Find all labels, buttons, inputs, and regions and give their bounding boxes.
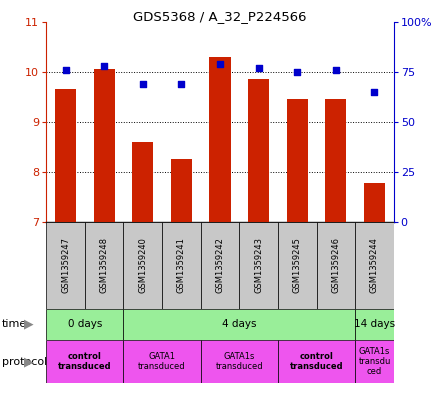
Text: control
transduced: control transduced (58, 352, 112, 371)
Text: 14 days: 14 days (354, 319, 395, 329)
Point (371, 88, 378, 95)
Bar (46, 309, 124, 340)
Bar (124, 222, 162, 309)
Bar (364, 184, 385, 222)
Bar (355, 340, 394, 383)
Bar (248, 79, 269, 222)
Text: GSM1359245: GSM1359245 (293, 237, 302, 293)
Bar (201, 222, 239, 309)
Bar (286, 99, 308, 222)
Text: control
transduced: control transduced (290, 352, 343, 371)
Bar (85, 222, 124, 309)
Text: time: time (2, 319, 27, 329)
Text: GATA1
transduced: GATA1 transduced (138, 352, 186, 371)
Text: GSM1359240: GSM1359240 (138, 237, 147, 293)
Bar (278, 340, 355, 383)
Bar (171, 160, 192, 222)
Bar (209, 57, 231, 222)
Text: GSM1359243: GSM1359243 (254, 237, 263, 293)
Text: GSM1359247: GSM1359247 (61, 237, 70, 293)
Text: ▶: ▶ (24, 355, 33, 368)
Text: 0 days: 0 days (68, 319, 102, 329)
Text: GSM1359246: GSM1359246 (331, 237, 341, 293)
Text: GSM1359244: GSM1359244 (370, 237, 379, 293)
Point (139, 81, 146, 87)
Bar (94, 69, 115, 222)
Bar (355, 309, 394, 340)
Text: GSM1359242: GSM1359242 (216, 237, 224, 293)
Text: GATA1s
transdu
ced: GATA1s transdu ced (358, 347, 391, 376)
Point (294, 68, 301, 75)
Text: protocol: protocol (2, 356, 48, 367)
Point (216, 61, 224, 67)
Bar (355, 222, 394, 309)
Bar (239, 222, 278, 309)
Text: GSM1359248: GSM1359248 (99, 237, 109, 293)
Bar (201, 340, 278, 383)
Bar (124, 309, 355, 340)
Point (101, 62, 108, 69)
Point (178, 81, 185, 87)
Point (332, 66, 339, 73)
Bar (325, 99, 346, 222)
Text: 4 days: 4 days (222, 319, 257, 329)
Bar (46, 222, 85, 309)
Bar (55, 89, 76, 222)
Bar (162, 222, 201, 309)
Text: GSM1359241: GSM1359241 (177, 237, 186, 293)
Bar (124, 340, 201, 383)
Bar (316, 222, 355, 309)
Text: GATA1s
transduced: GATA1s transduced (216, 352, 263, 371)
Bar (132, 142, 154, 222)
Text: GDS5368 / A_32_P224566: GDS5368 / A_32_P224566 (133, 10, 307, 23)
Point (255, 64, 262, 71)
Bar (278, 222, 316, 309)
Text: ▶: ▶ (24, 318, 33, 331)
Bar (46, 340, 124, 383)
Point (62, 66, 69, 73)
